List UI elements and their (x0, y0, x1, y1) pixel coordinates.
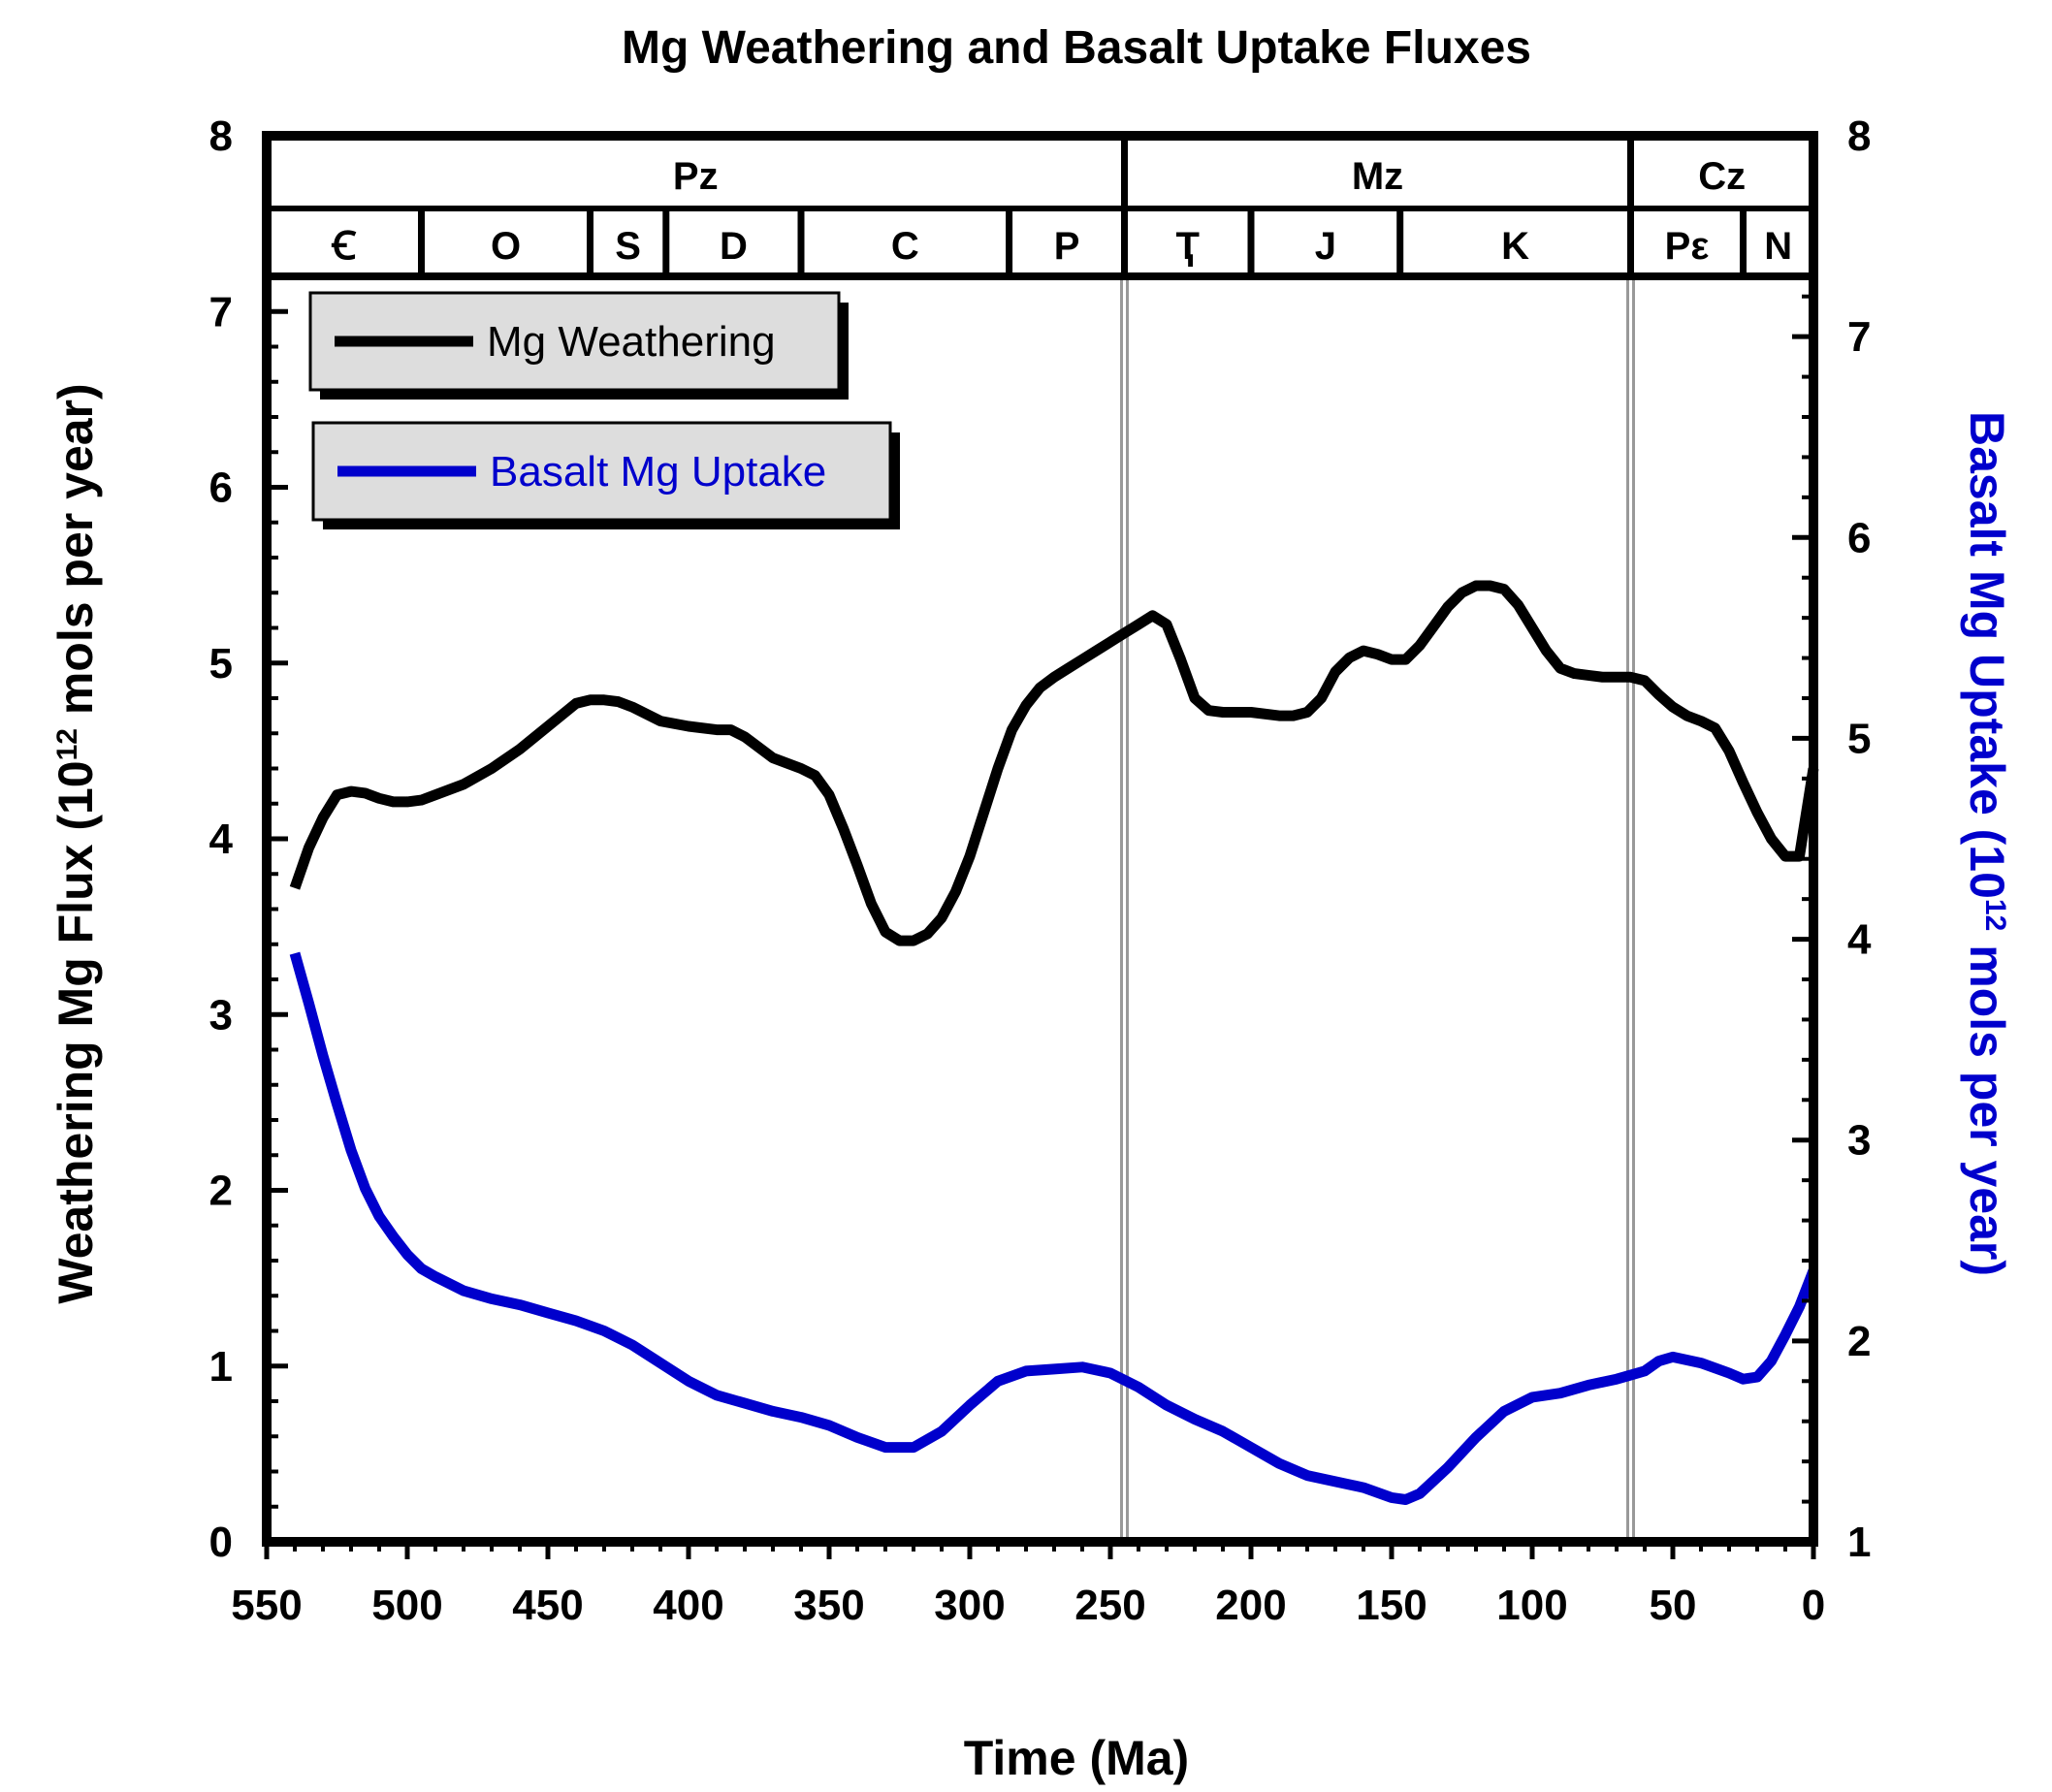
chart-title: Mg Weathering and Basalt Uptake Fluxes (622, 22, 1531, 74)
boundary-lines (1120, 276, 1635, 1542)
era-label: Pz (673, 155, 719, 198)
legend: Mg Weathering Basalt Mg Uptake (308, 291, 900, 529)
period-label: Ꞓ (331, 225, 356, 268)
left-tick-label: 3 (209, 991, 233, 1039)
series-basalt-mg-uptake (289, 951, 1819, 1505)
geologic-timescale: Pz Mz Cz Ꞓ O S D C P Ҭ J K Pε N (267, 136, 1813, 280)
left-axis-title-main: Weathering Mg Flux (10 (48, 760, 103, 1303)
right-tick-label: 5 (1847, 715, 1871, 762)
left-tick-label: 4 (209, 816, 234, 863)
right-tick-label: 4 (1847, 916, 1872, 964)
x-tick-label: 0 (1802, 1582, 1825, 1629)
period-label: C (891, 225, 919, 268)
era-label: Mz (1352, 155, 1403, 198)
series-mg-weathering (289, 580, 1819, 946)
right-tick-label: 8 (1847, 112, 1871, 160)
right-tick-label: 6 (1847, 514, 1871, 561)
period-label: Pε (1665, 225, 1710, 268)
x-tick-label: 400 (653, 1582, 723, 1629)
period-label: N (1764, 225, 1792, 268)
period-label: J (1315, 225, 1336, 268)
left-tick-label: 6 (209, 464, 233, 512)
left-tick-label: 8 (209, 112, 233, 160)
x-tick-label: 450 (512, 1582, 583, 1629)
x-tick-label: 150 (1356, 1582, 1427, 1629)
left-tick-label: 7 (209, 288, 233, 336)
x-tick-label: 50 (1650, 1582, 1697, 1629)
right-tick-label: 3 (1847, 1117, 1871, 1165)
right-axis-title-main: Basalt Mg Uptake (10 (1960, 411, 2014, 899)
x-tick-label: 250 (1074, 1582, 1145, 1629)
series-layer (289, 580, 1819, 1505)
left-axis-title-rest: mols per year) (48, 383, 103, 728)
legend-label: Basalt Mg Uptake (490, 448, 826, 496)
left-tick-label: 2 (209, 1168, 233, 1215)
period-label: Ҭ (1176, 225, 1200, 268)
left-tick-label: 5 (209, 640, 233, 688)
left-axis: 0 1 2 3 4 5 6 7 8 (209, 112, 288, 1566)
bottom-axis: 550 500 450 400 350 300 250 200 150 100 50 0 (231, 1542, 1825, 1629)
x-tick-label: 500 (371, 1582, 442, 1629)
right-axis-title: Basalt Mg Uptake (1012 mols per year) (1960, 411, 2014, 1276)
x-tick-label: 550 (231, 1582, 302, 1629)
era-label: Cz (1698, 155, 1746, 198)
left-axis-title: Weathering Mg Flux (1012 mols per year) (48, 383, 103, 1303)
right-axis-title-sup: 12 (1980, 899, 2012, 931)
x-tick-label: 300 (934, 1582, 1005, 1629)
x-tick-label: 350 (793, 1582, 864, 1629)
right-axis-title-rest: mols per year) (1960, 931, 2014, 1276)
period-label: D (720, 225, 748, 268)
right-tick-label: 2 (1847, 1318, 1871, 1365)
right-tick-label: 1 (1847, 1519, 1871, 1566)
period-label: P (1054, 225, 1080, 268)
x-axis-title: Time (Ma) (964, 1731, 1189, 1785)
right-tick-label: 7 (1847, 313, 1871, 361)
x-tick-label: 200 (1215, 1582, 1286, 1629)
period-label: S (615, 225, 641, 268)
legend-label: Mg Weathering (487, 318, 776, 366)
left-tick-label: 0 (209, 1519, 233, 1566)
right-axis: 1 2 3 4 5 6 7 8 (1792, 112, 1872, 1566)
left-axis-title-sup: 12 (51, 728, 83, 760)
x-tick-label: 100 (1496, 1582, 1567, 1629)
period-label: O (491, 225, 521, 268)
period-label: K (1501, 225, 1529, 268)
left-tick-label: 1 (209, 1343, 233, 1391)
